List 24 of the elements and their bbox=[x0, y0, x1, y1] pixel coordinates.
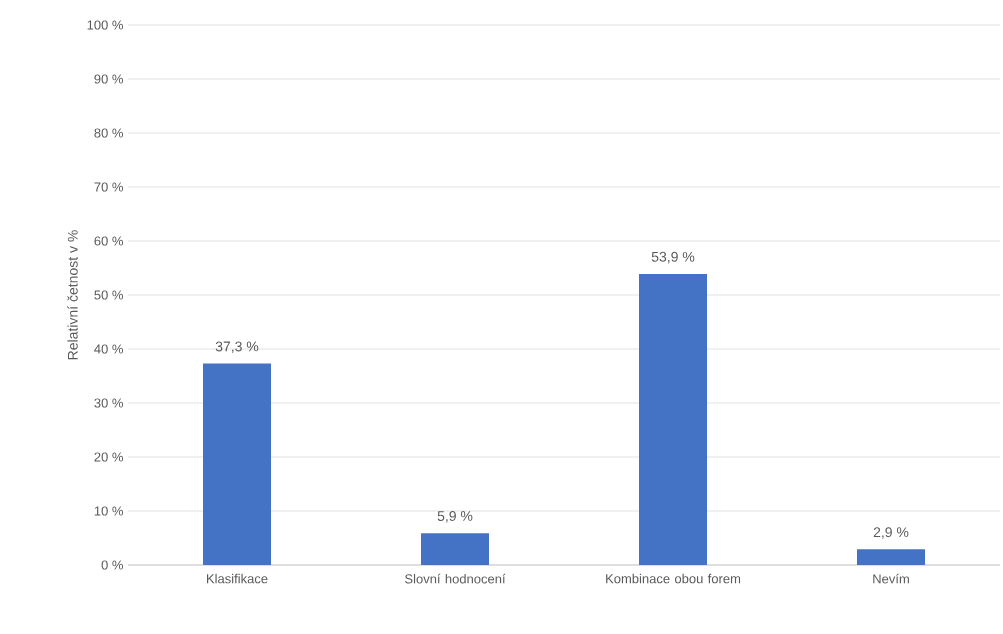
data-label: 37,3 % bbox=[215, 341, 259, 354]
bar bbox=[203, 363, 271, 565]
x-tick-label: Slovní hodnocení bbox=[405, 573, 506, 584]
bar bbox=[857, 549, 926, 565]
bar bbox=[639, 273, 708, 565]
y-tick-label: 90 % bbox=[94, 74, 123, 84]
y-tick-label: 10 % bbox=[94, 506, 123, 516]
x-tick-label: Nevím bbox=[873, 573, 909, 584]
y-tick-label: 20 % bbox=[94, 452, 123, 462]
data-label: 5,9 % bbox=[437, 511, 473, 523]
y-tick-label: 60 % bbox=[94, 236, 123, 246]
x-tick-label: Kombinace obou forem bbox=[606, 573, 741, 584]
y-tick-label: 0 % bbox=[101, 560, 123, 570]
y-axis-title: Relativní četnost v % bbox=[67, 230, 78, 360]
x-tick-label: Klasifikace bbox=[207, 573, 268, 584]
data-label: 53,9 % bbox=[651, 251, 695, 264]
y-tick-label: 40 % bbox=[94, 344, 123, 354]
data-label: 2,9 % bbox=[873, 527, 909, 539]
y-tick-label: 80 % bbox=[94, 128, 123, 138]
y-tick-label: 30 % bbox=[94, 398, 123, 408]
y-tick-label: 50 % bbox=[94, 290, 123, 300]
y-tick-label: 70 % bbox=[94, 182, 123, 192]
y-tick-label: 100 % bbox=[87, 20, 123, 30]
bar bbox=[421, 533, 490, 565]
